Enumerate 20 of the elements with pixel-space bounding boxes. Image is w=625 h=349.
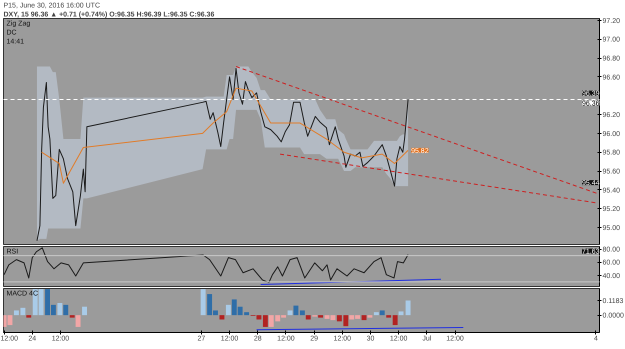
- line-series: [4, 247, 409, 284]
- bar: [268, 315, 274, 327]
- bar: [57, 303, 62, 316]
- bar: [26, 315, 32, 318]
- bar: [219, 315, 224, 320]
- bar: [362, 315, 366, 320]
- bar: [398, 311, 404, 316]
- bar: [406, 300, 411, 316]
- bar: [7, 315, 12, 326]
- bar: [82, 306, 87, 316]
- bar: [374, 312, 379, 316]
- line-series: [41, 88, 409, 184]
- bar: [76, 315, 81, 327]
- bar: [288, 310, 293, 316]
- bar: [70, 315, 75, 318]
- bar: [367, 315, 372, 318]
- bar: [306, 315, 311, 320]
- bar: [318, 315, 324, 318]
- bar: [200, 289, 206, 316]
- bar: [226, 304, 231, 316]
